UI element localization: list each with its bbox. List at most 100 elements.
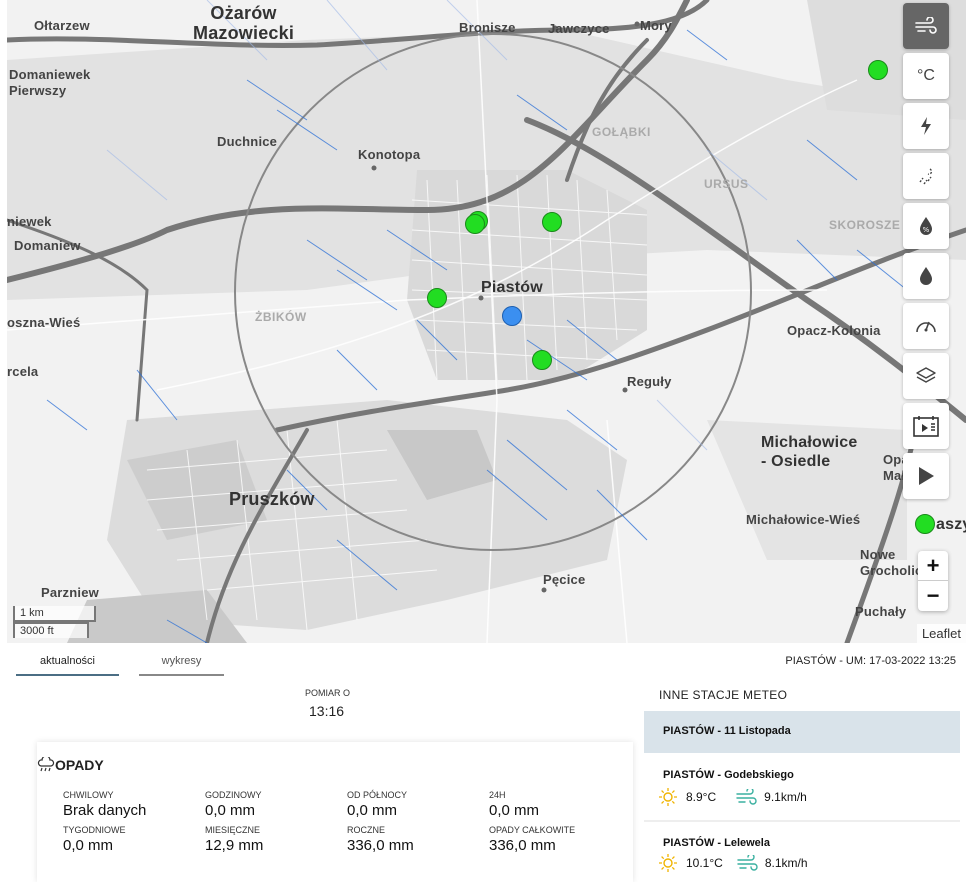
precip-cell: ROCZNE 336,0 mm xyxy=(347,825,489,854)
place-piastow: Piastów xyxy=(481,279,543,296)
other-station-weather: 8.9°C 9.1km/h xyxy=(658,787,813,807)
place-label: Ożarów Mazowiecki xyxy=(193,3,295,43)
timeline-button[interactable] xyxy=(903,403,949,449)
place-parzniew: Parzniew xyxy=(41,585,99,600)
other-station-name: PIASTÓW - 11 Listopada xyxy=(663,725,791,737)
humidity-layer-button[interactable]: % xyxy=(903,203,949,249)
other-stations-title: INNE STACJE METEO xyxy=(659,688,788,702)
station-marker[interactable] xyxy=(868,60,888,80)
precipitation-layer-button[interactable] xyxy=(903,253,949,299)
map-layer-controls: °C % xyxy=(903,3,949,503)
place-domaniew: Domaniew xyxy=(14,238,81,253)
station-marker[interactable] xyxy=(532,350,552,370)
precip-value: 0,0 mm xyxy=(205,802,256,819)
other-station-item[interactable]: PIASTÓW - Lelewela 10.1°C 8.1km/h xyxy=(644,828,960,882)
place-michalowice-wies: Michałowice-Wieś xyxy=(746,512,861,527)
precip-cell: GODZINOWY 0,0 mm xyxy=(205,790,347,819)
place-mory: Mory xyxy=(640,18,672,33)
other-station-temp: 8.9°C xyxy=(686,790,717,804)
tab-current[interactable]: aktualności xyxy=(16,651,119,676)
other-station-item[interactable]: PIASTÓW - Godebskiego 8.9°C 9.1km/h xyxy=(644,760,960,820)
other-station-wind: 8.1km/h xyxy=(764,856,808,870)
station-marker[interactable] xyxy=(465,214,485,234)
place-bronisze: Bronisze xyxy=(459,20,516,35)
wind-icon xyxy=(736,789,757,805)
wind-icon xyxy=(737,855,758,871)
sun-icon xyxy=(659,854,677,872)
place-michalowice-osiedle: Michałowice - Osiedle xyxy=(761,434,858,470)
wind-layer-button[interactable] xyxy=(903,3,949,49)
wind-icon xyxy=(915,17,937,34)
place-jawczyce: Jawczyce xyxy=(548,21,610,36)
precip-label: 24H xyxy=(489,790,506,800)
zoom-in-button[interactable]: + xyxy=(918,551,948,581)
place-oltarzew: Ołtarzew xyxy=(34,18,90,33)
precip-value: Brak danych xyxy=(63,802,147,819)
measurement-time: 13:16 xyxy=(309,703,345,719)
precip-value: 336,0 mm xyxy=(489,837,556,854)
place-reguly: Reguły xyxy=(627,374,672,389)
place-rcela: rcela xyxy=(7,364,39,379)
place-nowe-grocholice: Nowe Grocholic xyxy=(860,547,923,578)
svg-text:%: % xyxy=(923,226,930,234)
place-aszy: aszy xyxy=(936,516,966,533)
place-niewek: niewek xyxy=(7,214,52,229)
precip-value: 0,0 mm xyxy=(63,837,114,854)
lightning-layer-button[interactable] xyxy=(903,103,949,149)
other-station-name: PIASTÓW - Lelewela xyxy=(663,837,770,849)
play-animation-button[interactable] xyxy=(903,453,949,499)
layers-button[interactable] xyxy=(903,353,949,399)
rain-layer-button[interactable] xyxy=(903,153,949,199)
sun-icon xyxy=(659,788,677,806)
calendar-play-icon xyxy=(913,416,939,437)
precip-label: GODZINOWY xyxy=(205,790,262,800)
other-station-wind: 9.1km/h xyxy=(764,790,807,804)
precip-value: 336,0 mm xyxy=(347,837,414,854)
layers-icon xyxy=(916,367,936,383)
precip-label: TYGODNIOWE xyxy=(63,825,126,835)
other-station-temp: 10.1°C xyxy=(686,856,723,870)
tab-charts[interactable]: wykresy xyxy=(139,651,224,676)
pressure-layer-button[interactable] xyxy=(903,303,949,349)
map[interactable]: Ożarów Mazowiecki Ołtarzew Bronisze Jawc… xyxy=(7,0,966,643)
precipitation-icon xyxy=(920,267,932,285)
precipitation-card: OPADY CHWILOWY Brak danych GODZINOWY 0,0 m… xyxy=(37,742,633,882)
station-marker[interactable] xyxy=(915,514,935,534)
precip-label: MIESIĘCZNE xyxy=(205,825,261,835)
zoom-control: + − xyxy=(918,551,948,611)
precip-cell: CHWILOWY Brak danych xyxy=(63,790,205,819)
place-duchnice: Duchnice xyxy=(217,134,278,149)
other-station-weather: 10.1°C 8.1km/h xyxy=(658,853,814,873)
play-icon xyxy=(919,467,934,485)
precip-cell: 24H 0,0 mm xyxy=(489,790,631,819)
rain-icon xyxy=(919,168,933,185)
map-base-layer xyxy=(7,0,966,643)
scale-km: 1 km xyxy=(13,606,96,622)
map-attribution[interactable]: Leaflet xyxy=(916,624,966,643)
place-pecice: Pęcice xyxy=(543,572,586,587)
measurement-label: POMIAR O xyxy=(305,688,351,698)
other-station-name: PIASTÓW - Godebskiego xyxy=(663,769,794,781)
precip-label: OPADY CAŁKOWITE xyxy=(489,825,576,835)
precipitation-title: OPADY xyxy=(37,757,104,773)
precip-label: ROCZNE xyxy=(347,825,385,835)
rain-cloud-icon xyxy=(37,757,55,772)
place-skorosze: SKOROSZE xyxy=(829,218,901,232)
place-konotopa: Konotopa xyxy=(358,147,421,162)
temperature-layer-button[interactable]: °C xyxy=(903,53,949,99)
scale-ft: 3000 ft xyxy=(13,622,89,638)
other-station-item[interactable]: PIASTÓW - 11 Listopada xyxy=(644,711,960,753)
station-marker[interactable] xyxy=(542,212,562,232)
precip-cell: TYGODNIOWE 0,0 mm xyxy=(63,825,205,854)
station-marker[interactable] xyxy=(427,288,447,308)
station-title: PIASTÓW - UM: 17-03-2022 13:25 xyxy=(785,655,956,667)
place-golabki: GOŁĄBKI xyxy=(592,125,651,139)
precip-value: 0,0 mm xyxy=(347,802,398,819)
station-marker-active[interactable] xyxy=(502,306,522,326)
place-puchaly: Puchały xyxy=(855,604,907,619)
zoom-out-button[interactable]: − xyxy=(926,583,940,608)
map-scale: 1 km 3000 ft xyxy=(13,606,96,638)
place-opacz-kolonia: Opacz-Kolonia xyxy=(787,323,881,338)
precip-cell: OPADY CAŁKOWITE 336,0 mm xyxy=(489,825,631,854)
